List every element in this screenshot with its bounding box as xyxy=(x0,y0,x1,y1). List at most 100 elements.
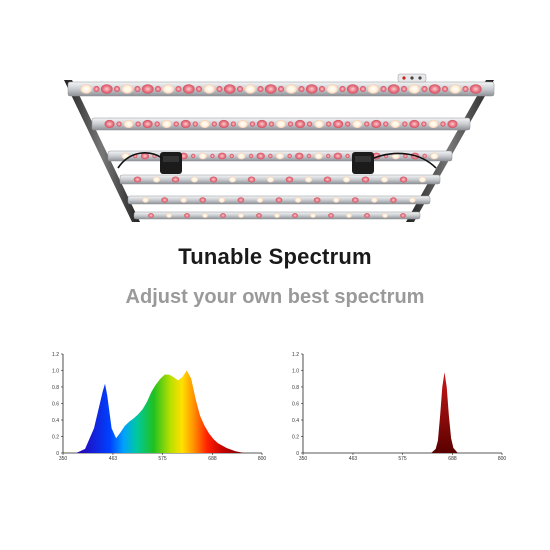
led-diode xyxy=(198,152,208,160)
led-diode xyxy=(141,84,154,94)
led-diode xyxy=(361,176,370,183)
led-diode xyxy=(268,153,273,159)
led-diode xyxy=(152,176,161,183)
led-diode xyxy=(248,153,254,159)
led-diode xyxy=(217,152,227,160)
left-frame-rail xyxy=(64,80,140,222)
led-diode xyxy=(440,121,446,127)
led-diode xyxy=(244,84,257,94)
led-diode xyxy=(342,176,351,183)
driver-bracket xyxy=(160,152,182,174)
led-diode xyxy=(380,176,389,183)
led-light-bar xyxy=(119,174,441,185)
x-tick-label: 800 xyxy=(498,456,507,462)
led-diode xyxy=(422,153,427,159)
led-diode xyxy=(268,121,275,127)
y-tick-label: 1.2 xyxy=(292,352,299,358)
led-diode xyxy=(230,121,237,127)
led-diode xyxy=(223,84,236,94)
led-diode xyxy=(275,197,283,203)
led-diode xyxy=(247,176,256,183)
led-diode xyxy=(220,213,226,218)
led-diode xyxy=(256,197,264,203)
spectrum-chart-red: 0 0.2 0.4 0.6 0.8 1.0 1.2 350 463 575 688 800 xyxy=(292,352,507,462)
y-tick-label: 0.8 xyxy=(292,385,299,391)
led-diode xyxy=(447,119,458,129)
led-diode xyxy=(228,176,237,183)
led-diode xyxy=(190,176,199,183)
x-tick-label: 575 xyxy=(398,456,407,462)
led-diode xyxy=(352,119,363,129)
led-diode xyxy=(180,119,191,129)
led-diode xyxy=(323,176,332,183)
led-diode xyxy=(154,85,162,93)
driver-bracket xyxy=(352,152,374,174)
x-tick-label: 800 xyxy=(258,456,267,462)
led-diode xyxy=(345,121,351,127)
led-diode xyxy=(199,119,210,129)
led-diode xyxy=(249,121,256,127)
led-diode xyxy=(295,152,304,160)
led-diode xyxy=(256,213,262,218)
led-diode xyxy=(218,119,229,129)
led-diode xyxy=(202,213,208,218)
led-diode xyxy=(195,85,203,93)
led-diode xyxy=(142,197,149,203)
led-diode xyxy=(161,119,172,129)
led-diode xyxy=(304,176,313,183)
led-diode xyxy=(313,197,321,203)
indicator-light xyxy=(402,76,406,80)
y-tick-label: 1.0 xyxy=(52,368,59,374)
led-diode xyxy=(306,153,312,159)
page-subtitle: Adjust your own best spectrum xyxy=(125,286,425,308)
led-diode xyxy=(326,153,331,159)
led-diode xyxy=(339,85,346,93)
y-tick-label: 0 xyxy=(296,451,299,457)
led-diode xyxy=(409,197,416,203)
led-diode xyxy=(364,213,370,218)
led-diode xyxy=(441,85,449,93)
led-diode xyxy=(295,119,306,129)
led-diode xyxy=(314,152,323,160)
led-diode xyxy=(133,176,142,183)
led-diode xyxy=(275,152,285,160)
led-diode xyxy=(292,213,298,218)
led-diode xyxy=(408,84,421,94)
led-diode xyxy=(93,85,100,93)
y-tick-label: 0.4 xyxy=(52,418,59,424)
x-tick-label: 688 xyxy=(208,456,217,462)
spectrum-area xyxy=(76,370,245,453)
led-diode xyxy=(100,84,113,94)
led-diode xyxy=(305,84,318,94)
led-diode xyxy=(399,176,408,183)
led-diode xyxy=(462,85,469,93)
led-diode xyxy=(116,121,122,127)
led-diode xyxy=(256,152,265,160)
led-diode xyxy=(387,84,400,94)
led-diode xyxy=(383,121,389,127)
led-diode xyxy=(346,213,352,218)
led-diode xyxy=(400,85,408,93)
led-diode xyxy=(171,176,180,183)
led-diode xyxy=(264,84,277,94)
led-diode xyxy=(266,176,275,183)
led-diode xyxy=(121,84,134,94)
led-diode xyxy=(371,119,382,129)
y-tick-label: 1.2 xyxy=(52,352,59,358)
y-tick-label: 0.2 xyxy=(52,434,59,440)
led-diode xyxy=(256,119,267,129)
indicator-light xyxy=(418,76,422,80)
fixture-drawing xyxy=(64,73,495,222)
led-diode xyxy=(166,213,172,218)
led-diode xyxy=(346,84,359,94)
led-diode xyxy=(380,85,387,93)
led-diode xyxy=(421,85,428,93)
page-title: Tunable Spectrum xyxy=(178,244,372,269)
led-diode xyxy=(364,121,370,127)
led-light-bar xyxy=(127,195,431,205)
led-diode xyxy=(367,84,380,94)
led-diode xyxy=(123,119,134,129)
led-diode xyxy=(182,84,195,94)
led-diode xyxy=(382,213,388,218)
led-diode xyxy=(175,85,182,93)
